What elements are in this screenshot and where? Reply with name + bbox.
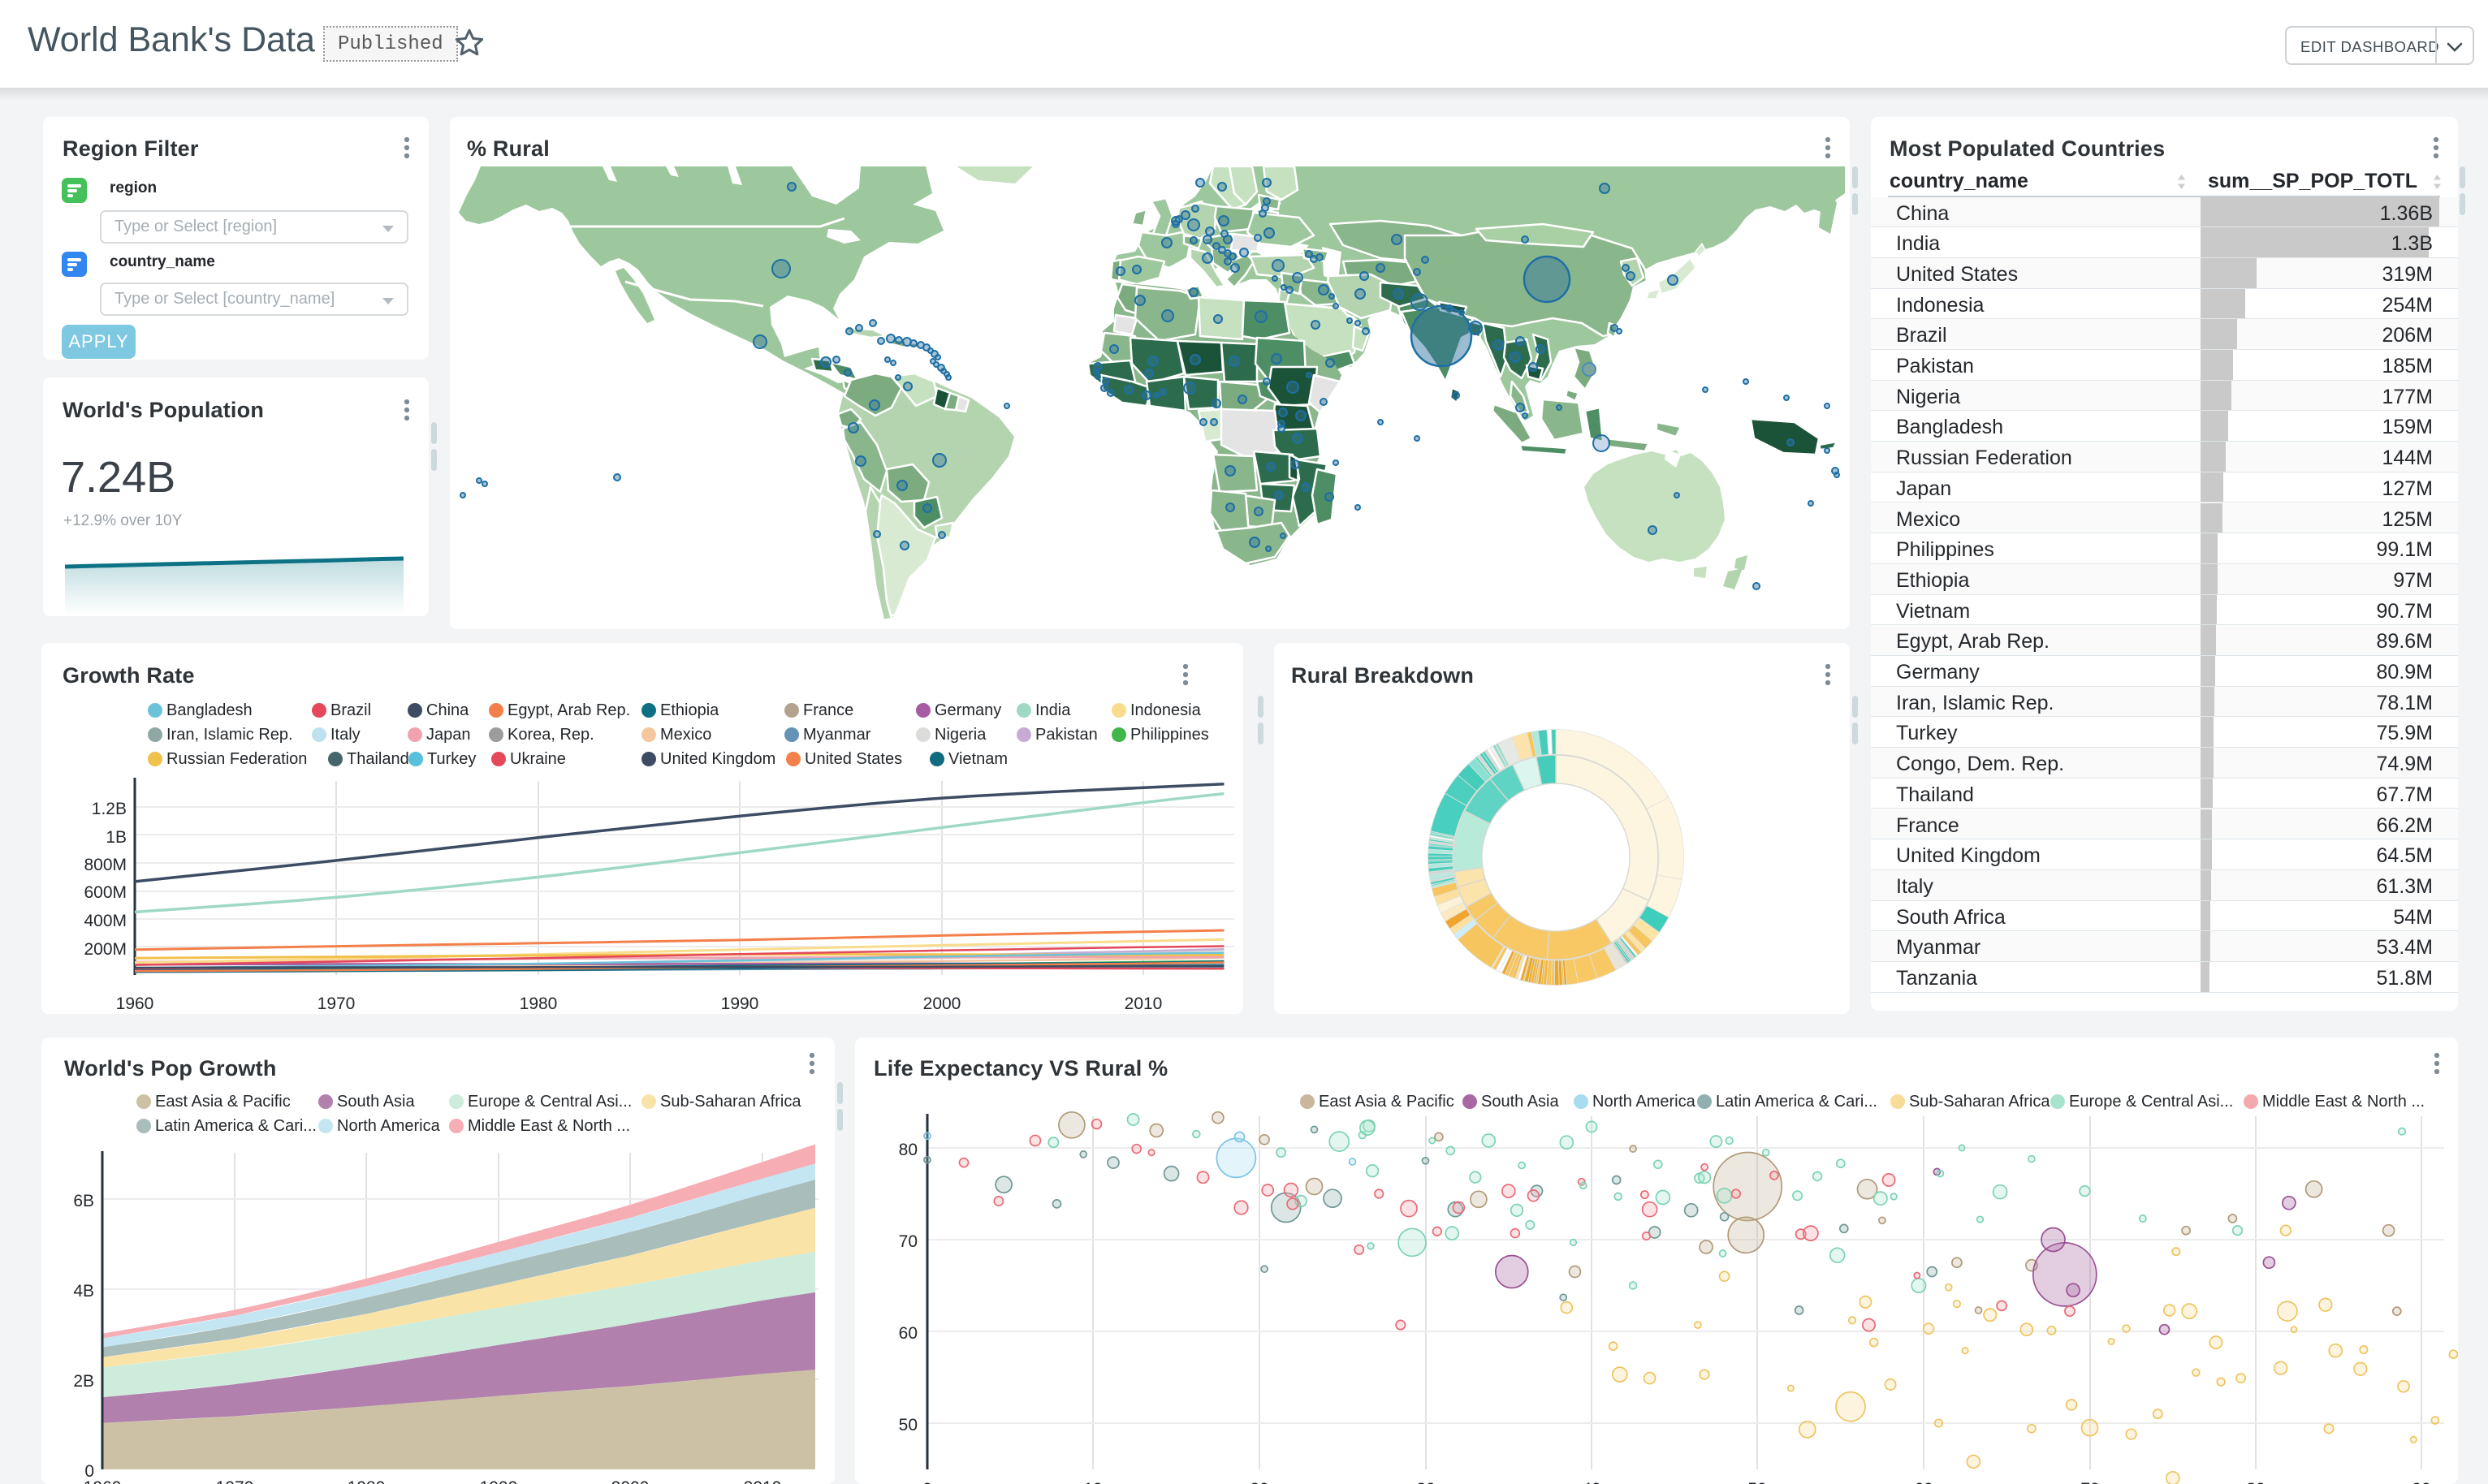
svg-text:1970: 1970 [317,994,356,1013]
svg-text:80: 80 [2246,1480,2265,1484]
svg-text:0: 0 [84,1462,94,1481]
svg-text:1970: 1970 [216,1478,254,1484]
svg-text:80: 80 [899,1141,918,1159]
svg-text:400M: 400M [84,912,127,930]
svg-text:2010: 2010 [744,1478,782,1484]
svg-text:1.2B: 1.2B [92,800,127,818]
svg-text:50: 50 [899,1416,918,1434]
svg-text:70: 70 [2080,1480,2099,1484]
svg-text:6B: 6B [73,1192,94,1210]
svg-text:60: 60 [899,1324,918,1343]
svg-text:0: 0 [922,1480,932,1484]
svg-text:2000: 2000 [611,1478,650,1484]
svg-text:1990: 1990 [480,1478,518,1484]
svg-text:4B: 4B [73,1282,94,1301]
svg-text:1960: 1960 [116,994,154,1013]
svg-text:90: 90 [2412,1480,2430,1484]
svg-text:2B: 2B [73,1372,94,1391]
svg-text:40: 40 [1582,1480,1600,1484]
svg-text:30: 30 [1416,1480,1435,1484]
svg-text:20: 20 [1250,1480,1268,1484]
svg-text:800M: 800M [84,856,127,874]
svg-text:10: 10 [1083,1480,1102,1484]
svg-text:2010: 2010 [1125,994,1163,1013]
svg-text:1960: 1960 [84,1478,122,1484]
svg-text:70: 70 [899,1232,918,1251]
svg-text:1990: 1990 [721,994,759,1013]
svg-text:60: 60 [1914,1480,1933,1484]
svg-text:1980: 1980 [348,1478,386,1484]
svg-text:1980: 1980 [520,994,558,1013]
svg-text:2000: 2000 [923,994,961,1013]
svg-text:1B: 1B [106,828,127,847]
svg-text:600M: 600M [84,883,127,902]
svg-text:50: 50 [1747,1480,1766,1484]
svg-text:200M: 200M [84,940,127,959]
